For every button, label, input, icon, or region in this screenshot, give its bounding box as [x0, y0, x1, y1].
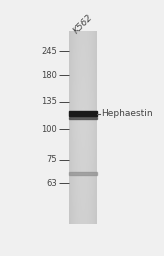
Text: 75: 75 [46, 155, 57, 164]
Text: 63: 63 [46, 179, 57, 188]
Text: 135: 135 [41, 97, 57, 106]
Text: 180: 180 [41, 71, 57, 80]
Bar [69, 172, 97, 175]
Text: Hephaestin: Hephaestin [101, 109, 153, 118]
Text: 245: 245 [41, 47, 57, 56]
Text: K562: K562 [71, 13, 94, 36]
Bar [69, 118, 97, 120]
Text: 100: 100 [41, 125, 57, 134]
Bar [69, 111, 97, 116]
